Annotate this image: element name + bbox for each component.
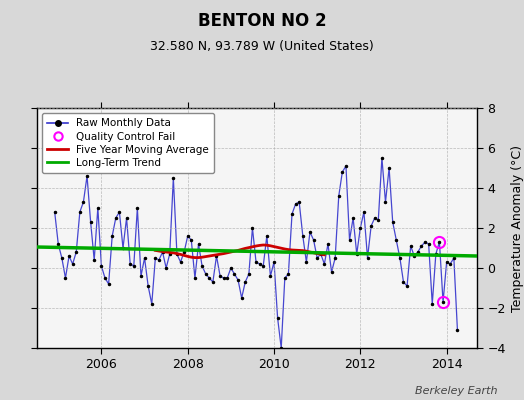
- Text: Berkeley Earth: Berkeley Earth: [416, 386, 498, 396]
- Text: 32.580 N, 93.789 W (United States): 32.580 N, 93.789 W (United States): [150, 40, 374, 53]
- Legend: Raw Monthly Data, Quality Control Fail, Five Year Moving Average, Long-Term Tren: Raw Monthly Data, Quality Control Fail, …: [42, 113, 214, 173]
- Text: BENTON NO 2: BENTON NO 2: [198, 12, 326, 30]
- Y-axis label: Temperature Anomaly (°C): Temperature Anomaly (°C): [511, 144, 524, 312]
